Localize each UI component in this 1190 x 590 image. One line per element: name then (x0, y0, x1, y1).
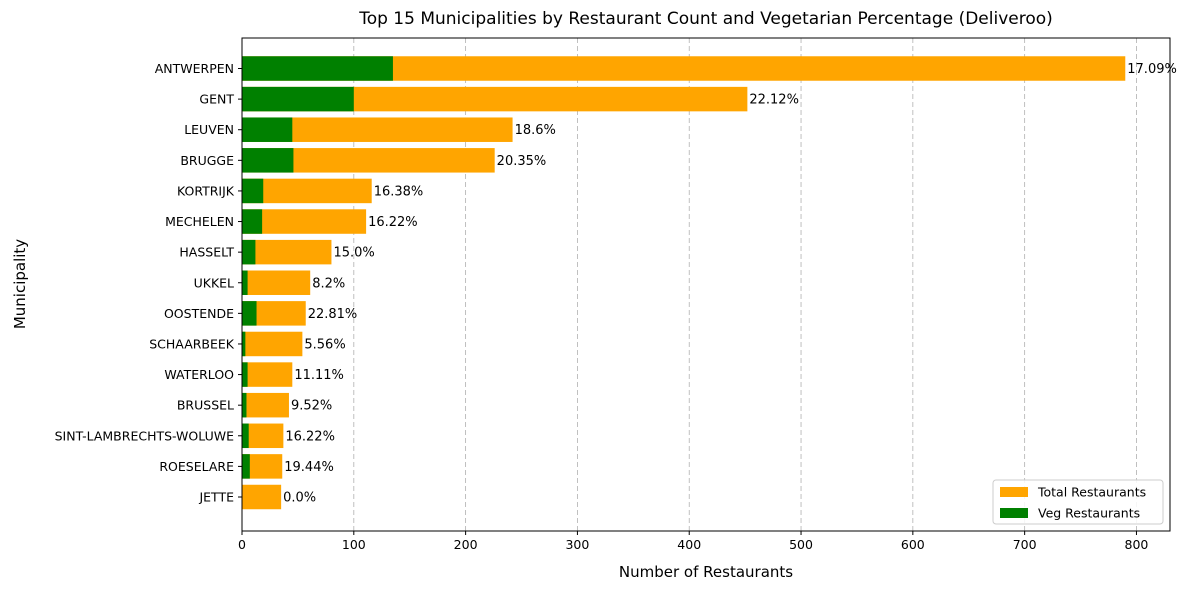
chart-title: Top 15 Municipalities by Restaurant Coun… (358, 9, 1053, 29)
x-axis-label: Number of Restaurants (619, 563, 793, 581)
veg-bar (242, 56, 393, 81)
legend-swatch (1000, 508, 1028, 518)
y-tick-label: HASSELT (179, 245, 234, 260)
total-bar (242, 423, 284, 449)
veg-bar (242, 209, 263, 234)
y-tick-label: WATERLOO (164, 367, 234, 382)
veg-bar (242, 148, 294, 173)
data-label: 0.0% (283, 491, 316, 506)
y-tick-label: GENT (199, 92, 234, 107)
veg-bar (242, 454, 250, 479)
data-label: 18.6% (515, 123, 556, 138)
veg-bar (242, 117, 293, 142)
x-tick-label: 800 (1125, 537, 1149, 552)
data-label: 16.22% (285, 429, 335, 444)
plot-frame (241, 37, 1171, 532)
data-label: 16.38% (374, 184, 424, 199)
data-label: 8.2% (312, 276, 345, 291)
data-label: 5.56% (304, 337, 345, 352)
y-tick-label: SCHAARBEEK (149, 336, 235, 351)
x-tick-label: 300 (565, 537, 589, 552)
y-tick-label: ANTWERPEN (155, 61, 234, 76)
y-tick-label: KORTRIJK (177, 183, 235, 198)
y-tick-label: UKKEL (194, 275, 234, 290)
legend-box (992, 479, 1164, 525)
total-bar (242, 484, 282, 510)
data-label: 16.22% (368, 215, 418, 230)
legend: Total Restaurants Veg Restaurants (992, 479, 1164, 525)
y-tick-label: OOSTENDE (164, 306, 234, 321)
x-tick-label: 400 (677, 537, 701, 552)
y-axis-label: Municipality (11, 239, 29, 329)
axes: 0 100 200 300 400 500 600 700 800 ANTWERPEN GENT LE… (55, 37, 1171, 552)
x-tick-label: 0 (238, 537, 246, 552)
x-tick-label: 600 (901, 537, 925, 552)
total-bar (242, 209, 367, 234)
data-label: 11.11% (294, 368, 344, 383)
total-bar (242, 362, 293, 387)
total-bar (242, 270, 311, 295)
data-label: 17.09% (1127, 62, 1177, 77)
y-tick-label: BRUSSEL (177, 398, 234, 413)
total-bar (242, 392, 289, 418)
data-label: 22.12% (749, 93, 799, 108)
legend-label: Veg Restaurants (1038, 506, 1140, 521)
total-bar (242, 331, 303, 357)
veg-bar (242, 270, 248, 295)
legend-swatch (1000, 487, 1028, 497)
total-bar (242, 239, 332, 265)
total-bar (242, 178, 372, 204)
veg-bar (242, 301, 257, 326)
data-label: 19.44% (284, 460, 334, 475)
x-tick-label: 500 (789, 537, 813, 552)
grid-lines (241, 38, 1137, 531)
veg-bar (242, 178, 264, 204)
y-tick-label: LEUVEN (184, 122, 234, 137)
veg-bar (242, 86, 354, 112)
y-tick-label: BRUGGE (180, 153, 234, 168)
veg-bar (242, 362, 248, 387)
data-label: 22.81% (308, 307, 358, 322)
x-tick-label: 100 (342, 537, 366, 552)
y-tick-label: JETTE (198, 490, 234, 505)
data-labels: 17.09% 22.12% 18.6% 20.35% 16.38% 16.22% 15.0%… (283, 62, 1177, 506)
veg-bar (242, 423, 249, 449)
x-tick-label: 700 (1013, 537, 1037, 552)
veg-bar (242, 392, 247, 418)
veg-bar (242, 239, 256, 265)
data-label: 9.52% (291, 399, 332, 414)
y-tick-label: ROESELARE (159, 459, 234, 474)
veg-bar (242, 331, 246, 357)
bars (242, 56, 1126, 510)
y-tick-label: MECHELEN (165, 214, 234, 229)
x-tick-label: 200 (454, 537, 478, 552)
data-label: 15.0% (333, 246, 374, 261)
y-tick-label: SINT-LAMBRECHTS-WOLUWE (55, 428, 234, 443)
legend-label: Total Restaurants (1037, 485, 1146, 500)
data-label: 20.35% (497, 154, 547, 169)
